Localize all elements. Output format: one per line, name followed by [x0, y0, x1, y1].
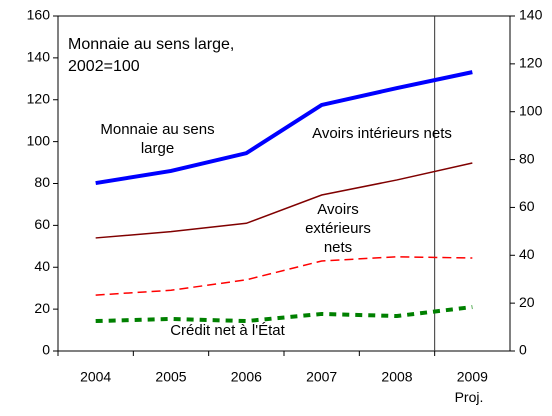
y2-tick-label: 40: [519, 246, 535, 262]
series-label: Avoirs extérieurs nets: [305, 201, 371, 256]
y-tick-label: 40: [34, 258, 50, 274]
y-tick-label: 20: [34, 300, 50, 316]
y-tick-label: 140: [27, 49, 51, 65]
y2-tick-label: 120: [519, 55, 543, 71]
y2-tick-label: 80: [519, 150, 535, 166]
series-line: [95, 256, 473, 296]
y2-tick-label: 60: [519, 198, 535, 214]
x-tick-label: 2004: [80, 369, 111, 385]
x-tick-label: 2006: [231, 369, 262, 385]
y2-tick-label: 0: [519, 342, 527, 358]
series-label: Monnaie au sens large: [100, 121, 215, 157]
series-label: Crédit net à l'État: [170, 322, 285, 339]
series-line: [95, 305, 473, 324]
x-tick-label: 2009: [457, 369, 488, 385]
x-tick-label: 2007: [306, 369, 337, 385]
y-tick-label: 80: [34, 174, 50, 190]
chart-title: Monnaie au sens large, 2002=100: [68, 36, 235, 75]
y-tick-label: 160: [27, 7, 51, 23]
y-tick-label: 120: [27, 90, 51, 106]
y-tick-label: 60: [34, 216, 50, 232]
series-line: [95, 162, 473, 239]
y2-tick-label: 140: [519, 7, 543, 23]
y2-tick-label: 20: [519, 294, 535, 310]
x-tick-label: 2008: [381, 369, 412, 385]
series-line: [95, 70, 473, 186]
y-tick-label: 0: [42, 342, 50, 358]
series-label: Avoirs intérieurs nets: [312, 125, 452, 142]
y-tick-label: 100: [27, 132, 51, 148]
y2-tick-label: 100: [519, 102, 543, 118]
annotation: Proj.: [454, 389, 484, 405]
x-tick-label: 2005: [155, 369, 186, 385]
